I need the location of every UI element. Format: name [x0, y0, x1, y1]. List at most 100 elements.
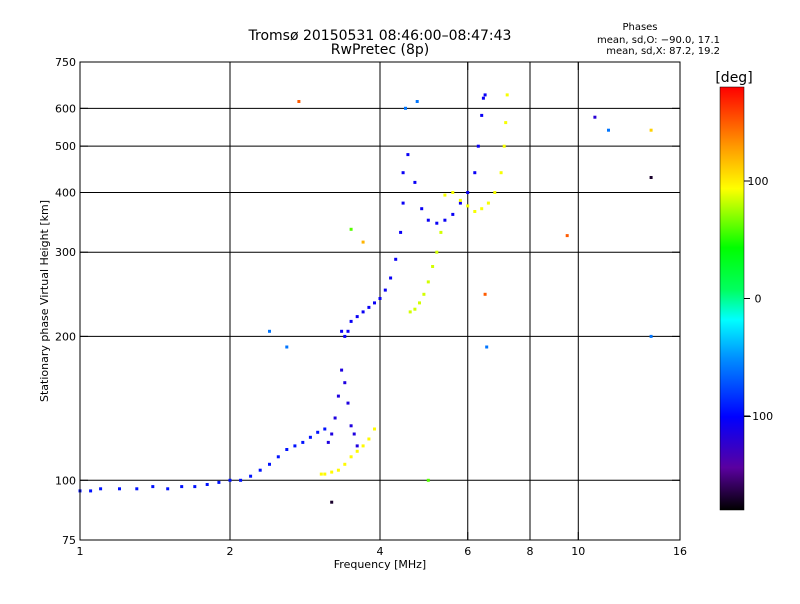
- y-tick-label: 200: [55, 330, 76, 343]
- echo-point: [499, 171, 503, 175]
- colorbar-tick-label: −100: [743, 410, 773, 423]
- echo-point: [505, 93, 509, 97]
- echo-point: [443, 218, 447, 222]
- echo-point: [367, 437, 371, 441]
- echo-point: [422, 292, 426, 296]
- chart-title: Tromsø 20150531 08:46:00–08:47:43: [248, 28, 512, 44]
- echo-point: [565, 234, 569, 238]
- echo-point: [308, 435, 312, 439]
- echo-point: [373, 427, 376, 431]
- echo-point: [420, 207, 424, 211]
- echo-point: [89, 489, 93, 493]
- echo-point: [352, 432, 356, 436]
- echo-point: [415, 100, 419, 103]
- echo-point: [166, 487, 170, 491]
- echo-point: [451, 212, 455, 216]
- echo-point: [330, 432, 334, 436]
- y-tick-label: 500: [55, 140, 76, 153]
- echo-point: [355, 449, 359, 453]
- echo-point: [99, 487, 103, 491]
- echo-point: [151, 485, 155, 489]
- echo-point: [118, 487, 121, 491]
- echo-point: [439, 230, 443, 234]
- echo-point: [466, 204, 470, 208]
- echo-point: [483, 93, 487, 97]
- echo-point: [361, 444, 365, 448]
- echo-point: [431, 265, 435, 268]
- echo-point: [340, 368, 344, 372]
- y-tick-label: 600: [55, 102, 76, 115]
- x-tick-label: 10: [571, 545, 585, 558]
- echo-point: [481, 96, 485, 100]
- echo-point: [401, 171, 405, 175]
- echo-point: [404, 106, 407, 110]
- echo-point: [473, 210, 477, 213]
- echo-point: [316, 430, 320, 434]
- echo-point: [413, 180, 417, 184]
- echo-point: [336, 394, 340, 398]
- echo-point: [217, 480, 221, 484]
- chart-subtitle: RwPretec (8p): [331, 42, 429, 58]
- echo-point: [239, 478, 243, 482]
- echo-point: [394, 257, 398, 261]
- echo-point: [480, 113, 484, 117]
- echo-point: [285, 448, 289, 451]
- echo-point: [401, 201, 405, 205]
- legend-x-stats: mean, sd,X: 87.2, 19.2: [606, 46, 720, 57]
- echo-point: [373, 301, 376, 305]
- legend-heading: Phases: [622, 22, 657, 33]
- echo-point: [493, 191, 497, 194]
- echo-point: [349, 319, 353, 323]
- echo-point: [293, 444, 297, 448]
- x-tick-label: 16: [673, 545, 687, 558]
- echo-point: [426, 280, 430, 284]
- echo-point: [649, 334, 653, 338]
- echo-point: [408, 310, 412, 314]
- echo-point: [485, 345, 489, 349]
- echo-point: [389, 276, 393, 280]
- echo-point: [413, 307, 417, 311]
- echo-point: [276, 455, 280, 459]
- echo-point: [435, 250, 439, 254]
- echo-point: [319, 472, 323, 476]
- echo-point: [483, 292, 487, 296]
- echo-point: [326, 440, 330, 444]
- grid-lines: [80, 62, 680, 540]
- echo-point: [258, 468, 262, 472]
- echo-point: [443, 193, 447, 197]
- echo-point: [406, 153, 410, 157]
- echo-point: [426, 478, 430, 482]
- echo-point: [486, 201, 490, 205]
- echo-point: [361, 310, 365, 314]
- echo-point: [504, 121, 508, 125]
- echo-point: [343, 462, 347, 466]
- echo-point: [480, 207, 484, 211]
- echo-point: [607, 128, 610, 132]
- echo-point: [343, 381, 347, 385]
- y-axis-label: Stationary phase Virtual Height [km]: [38, 200, 51, 402]
- echo-point: [333, 416, 337, 420]
- echo-point: [330, 500, 334, 504]
- echo-point: [323, 472, 327, 476]
- echo-point: [193, 485, 197, 489]
- echo-point: [458, 198, 462, 202]
- y-tick-label: 750: [55, 56, 76, 69]
- echo-point: [502, 144, 506, 148]
- legend-o-stats: mean, sd,O: −90.0, 17.1: [597, 35, 720, 46]
- echo-point: [268, 462, 271, 466]
- colorbar-tick-label: 0: [755, 293, 762, 306]
- x-tick-label: 2: [227, 545, 234, 558]
- echo-point: [349, 455, 353, 459]
- echo-point: [135, 487, 139, 491]
- echo-point: [340, 329, 344, 333]
- y-tick-label: 75: [62, 534, 76, 547]
- echo-point: [249, 474, 253, 478]
- echo-point: [205, 483, 209, 486]
- colorbar-tick-label: 100: [748, 175, 769, 188]
- x-tick-label: 1: [77, 545, 84, 558]
- echo-point: [473, 171, 477, 175]
- colorbar-ticks: 100 0 −100: [743, 175, 773, 423]
- echo-point: [346, 401, 350, 405]
- echo-point: [355, 315, 359, 319]
